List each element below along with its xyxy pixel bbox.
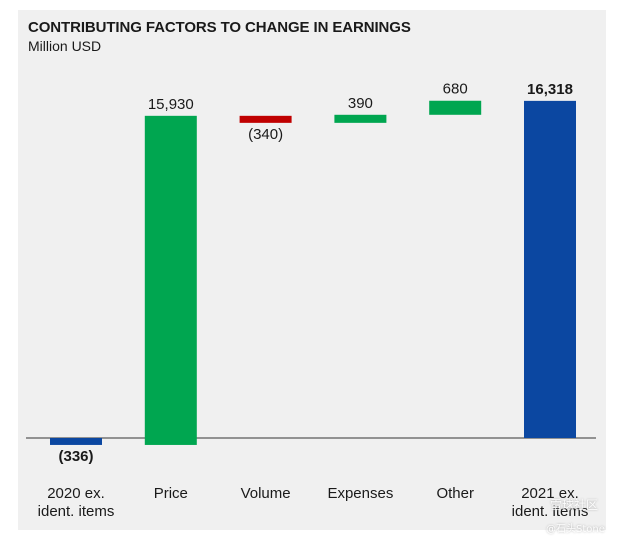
category-label-2-line-0: Volume: [241, 485, 291, 502]
data-label-5: 16,318: [527, 81, 573, 98]
watermark-handle: @石头Stone: [546, 524, 605, 535]
category-label-4-line-0: Other: [436, 485, 474, 502]
category-label-5-line-0: 2021 ex.: [521, 485, 579, 502]
bar-3: [334, 114, 387, 123]
chart-subtitle: Million USD: [28, 38, 102, 54]
chart-panel: [18, 10, 606, 530]
category-label-5-line-1: ident. items: [512, 503, 589, 520]
data-label-3: 390: [348, 95, 373, 112]
data-label-0: (336): [58, 448, 93, 465]
data-label-2: (340): [248, 126, 283, 143]
chart-title: CONTRIBUTING FACTORS TO CHANGE IN EARNIN…: [28, 19, 411, 36]
data-label-4: 680: [443, 81, 468, 98]
bar-5: [524, 100, 576, 438]
bar-1: [144, 115, 197, 445]
category-label-0-line-0: 2020 ex.: [47, 485, 105, 502]
category-label-3-line-0: Expenses: [327, 485, 393, 502]
watermark-text: 雪球社区: [550, 498, 599, 512]
data-label-1: 15,930: [148, 96, 194, 113]
category-label-1-line-0: Price: [154, 485, 188, 502]
category-label-0-line-1: ident. items: [38, 503, 115, 520]
bar-4: [429, 100, 482, 115]
bar-0: [50, 438, 102, 445]
bar-2: [239, 115, 292, 123]
